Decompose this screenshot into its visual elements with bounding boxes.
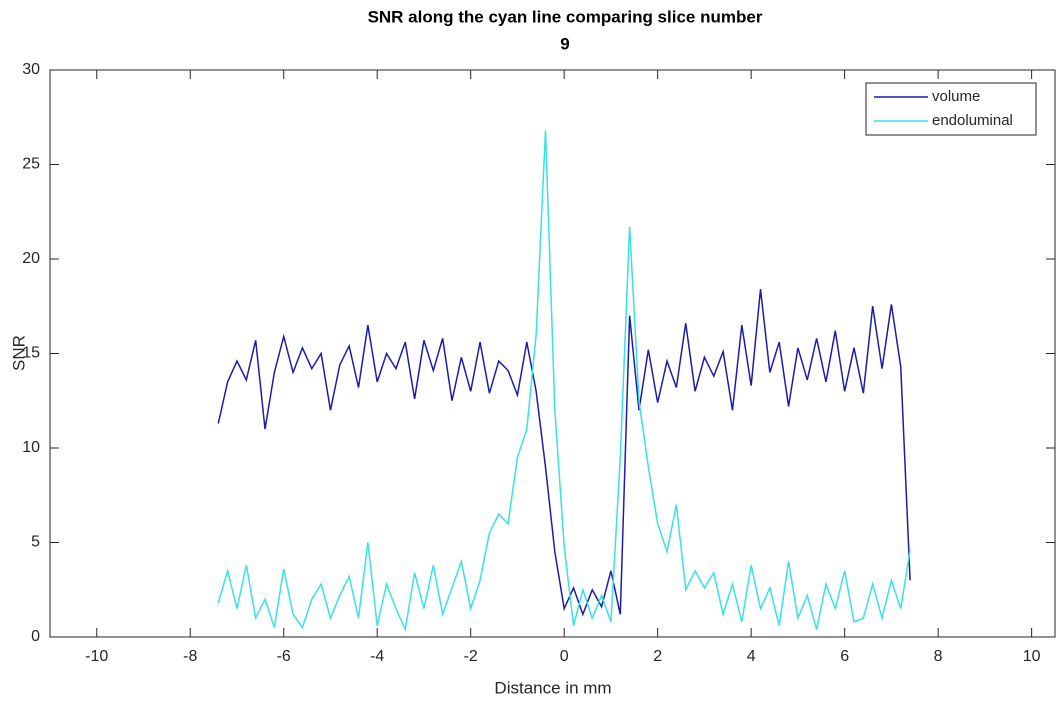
y-tick-label: 0: [31, 628, 40, 645]
x-tick-label: 10: [1023, 648, 1041, 665]
x-tick-label: -2: [464, 648, 478, 665]
x-tick-label: -8: [183, 648, 197, 665]
y-axis-label: SNR: [9, 335, 28, 371]
y-tick-label: 5: [31, 534, 40, 551]
x-tick-label: -10: [85, 648, 108, 665]
y-tick-label: 30: [22, 61, 40, 78]
y-tick-label: 25: [22, 156, 40, 173]
y-tick-label: 15: [22, 345, 40, 362]
x-axis-label: Distance in mm: [494, 678, 611, 697]
chart-title: 9: [560, 34, 569, 53]
x-tick-label: 6: [840, 648, 849, 665]
x-tick-label: 0: [560, 648, 569, 665]
x-tick-label: 4: [747, 648, 756, 665]
y-tick-label: 20: [22, 250, 40, 267]
x-tick-label: -4: [370, 648, 384, 665]
data-line: [217, 130, 911, 633]
chart-title: SNR along the cyan line comparing slice …: [368, 7, 763, 26]
legend-box: [865, 82, 1037, 136]
data-line: [217, 289, 911, 617]
x-tick-label: 8: [934, 648, 943, 665]
x-tick-label: -6: [277, 648, 291, 665]
legend-label: volume: [932, 88, 980, 105]
legend-label: endoluminal: [932, 112, 1013, 129]
x-tick-label: 2: [653, 648, 662, 665]
y-tick-label: 10: [22, 439, 40, 456]
